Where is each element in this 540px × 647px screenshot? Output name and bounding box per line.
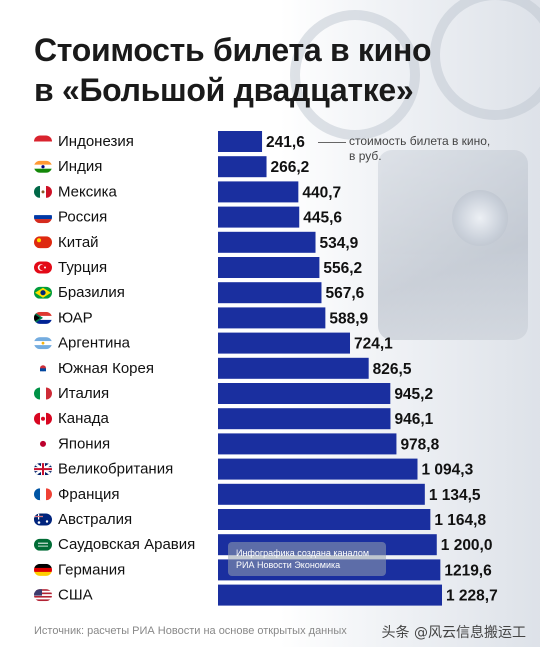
credit-watermark: 头条 @风云信息搬运工 [381, 625, 526, 641]
value-label: 266,2 [271, 159, 310, 176]
value-label: 567,6 [325, 285, 364, 302]
japan-flag [34, 437, 52, 450]
projector-icon [378, 150, 528, 340]
category-label: Аргентина [58, 335, 131, 352]
legend-note: стоимость билета в кино, в руб. [349, 134, 490, 164]
value-label: 588,9 [329, 310, 368, 327]
bar [218, 282, 322, 304]
south-africa-flag [34, 311, 52, 324]
bar [218, 408, 391, 430]
usa-flag [34, 589, 52, 602]
russia-flag [34, 211, 52, 224]
category-label: Турция [58, 259, 107, 276]
category-label: Великобритания [58, 461, 173, 478]
chart-title: Стоимость билета в кино в «Большой двадц… [34, 30, 432, 110]
projector-lens-icon [452, 190, 508, 246]
value-label: 556,2 [323, 260, 362, 277]
indonesia-flag [34, 135, 52, 148]
value-label: 946,1 [394, 411, 433, 428]
bar [218, 357, 369, 379]
bar [218, 231, 316, 253]
bar [218, 483, 425, 505]
value-label: 1 200,0 [441, 537, 493, 554]
category-label: Индия [58, 158, 102, 175]
india-flag [34, 160, 52, 173]
uk-flag [34, 463, 52, 476]
watermark-line2: РИА Новости Экономика [236, 560, 341, 570]
australia-flag [34, 513, 52, 526]
bar [218, 257, 320, 278]
category-label: Канада [58, 410, 109, 427]
bar [218, 332, 351, 354]
bar [218, 307, 326, 329]
category-label: Италия [58, 385, 109, 402]
legend-note-line2: в руб. [349, 149, 382, 163]
value-label: 978,8 [400, 436, 439, 453]
value-label: 945,2 [394, 386, 433, 403]
bar [218, 584, 442, 606]
argentina-flag [34, 337, 52, 350]
value-label: 1 228,7 [446, 588, 498, 605]
category-label: ЮАР [58, 309, 93, 326]
value-label: 440,7 [302, 184, 341, 201]
category-label: Япония [58, 435, 110, 452]
source-note: Источник: расчеты РИА Новости на основе … [34, 625, 347, 637]
saudi-arabia-flag [34, 538, 52, 551]
category-label: Саудовская Аравия [58, 536, 195, 553]
italy-flag [34, 387, 52, 400]
value-label: 1219,6 [444, 562, 492, 579]
brazil-flag [34, 286, 52, 299]
film-reel-icon [290, 10, 420, 140]
value-label: 826,5 [373, 361, 412, 378]
category-label: Мексика [58, 183, 118, 200]
value-label: 241,6 [266, 134, 305, 151]
category-label: Россия [58, 209, 107, 226]
legend-leader-line [318, 142, 346, 143]
value-label: 445,6 [303, 210, 342, 227]
value-label: 1 134,5 [429, 487, 481, 504]
category-label: Германия [58, 561, 125, 578]
chart-title-line2: в «Большой двадцатке» [34, 72, 414, 108]
bar [218, 458, 418, 480]
legend-note-line1: стоимость билета в кино, [349, 134, 491, 148]
category-label: США [58, 587, 93, 604]
france-flag [34, 488, 52, 501]
category-label: Австралия [58, 511, 132, 528]
value-label: 724,1 [354, 336, 393, 353]
south-korea-flag [34, 362, 52, 375]
china-flag [34, 236, 52, 249]
germany-flag [34, 563, 52, 576]
bar [218, 383, 391, 404]
bar [218, 433, 397, 455]
value-label: 534,9 [320, 235, 359, 252]
category-label: Южная Корея [58, 360, 154, 377]
canada-flag [34, 412, 52, 425]
bar [218, 509, 431, 530]
mexico-flag [34, 185, 52, 198]
film-reel-icon [430, 0, 540, 120]
bar [218, 181, 299, 203]
bar [218, 206, 300, 228]
category-label: Китай [58, 234, 99, 251]
value-label: 1 164,8 [434, 512, 486, 529]
value-label: 1 094,3 [421, 462, 473, 479]
watermark-box: Инфографика создана каналом РИА Новости … [228, 542, 386, 576]
turkey-flag [34, 261, 52, 274]
watermark-line1: Инфографика создана каналом [236, 548, 370, 558]
chart-title-line1: Стоимость билета в кино [34, 32, 432, 68]
bar [218, 131, 263, 152]
bar [218, 156, 267, 178]
category-label: Франция [58, 486, 119, 503]
category-label: Бразилия [58, 284, 125, 301]
category-label: Индонезия [58, 133, 134, 150]
